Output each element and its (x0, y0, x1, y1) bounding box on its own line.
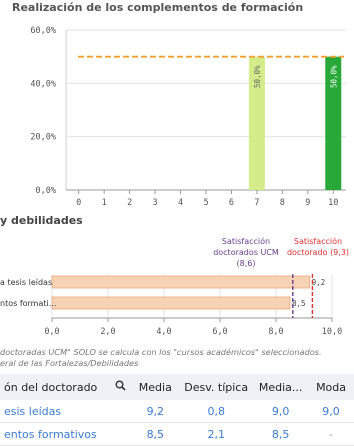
reference-label: Satisfacción (222, 236, 270, 246)
category-label: a tesis leídas (0, 278, 52, 287)
bar-data-label: 50,0% (329, 65, 338, 88)
x-tick-label: 0 (76, 198, 81, 208)
x-tick-label: 7 (254, 198, 259, 208)
table-row[interactable]: esis leídas 9,2 0,8 9,0 9,0 (0, 400, 354, 423)
x-tick-label: 2,0 (100, 327, 115, 337)
x-tick-label: 9 (305, 198, 310, 208)
table-row[interactable]: entos formativos 8,5 2,1 8,5 - (0, 422, 354, 446)
column-search-button[interactable] (109, 374, 132, 400)
x-tick-label: 6 (229, 198, 234, 208)
bar-data-label: 50,0% (253, 65, 262, 88)
y-tick-label: 20,0% (30, 133, 56, 143)
x-tick-label: 3 (153, 198, 158, 208)
cell-moda: 9,0 (308, 400, 354, 423)
x-tick-label: 4,0 (156, 327, 171, 337)
col-header-name[interactable]: ón del doctorado (0, 374, 110, 400)
cell-desv: 0,8 (179, 400, 254, 423)
table-header-row: ón del doctorado Media Desv. típica Medi… (0, 374, 354, 400)
cell-media2: 8,5 (253, 422, 309, 446)
reference-label: Satisfacción (294, 236, 342, 246)
strengths-chart: a tesis leídas 9,2 ntos formati... 8,5 Sati… (0, 236, 349, 337)
y-tick-label: 0,0% (36, 186, 56, 196)
note: doctoradas UCM" SOLO se calcula con los … (0, 347, 322, 369)
cell-media: 9,2 (131, 400, 180, 423)
bar (248, 56, 265, 190)
x-tick-label: 1 (102, 198, 107, 208)
cell-desv: 2,1 (179, 422, 254, 446)
cell-media2: 9,0 (253, 400, 309, 423)
x-tick-label: 8,0 (268, 327, 283, 337)
x-tick-label: 5 (203, 198, 208, 208)
category-label: ntos formati... (0, 299, 56, 308)
col-header-desv[interactable]: Desv. típica (179, 374, 254, 400)
cell-media: 8,5 (131, 422, 180, 446)
bar (325, 56, 342, 190)
completion-chart: 60,0% 40,0% 20,0% 0,0% 50,0% 50,0% 0 1 2 3 4 5 6 7 8… (30, 26, 346, 208)
x-tick-label: 4 (178, 198, 183, 208)
row-name[interactable]: entos formativos (0, 422, 132, 446)
reference-label: doctorado (9,3) (287, 248, 349, 257)
bar-value-label: 8,5 (292, 299, 306, 308)
y-tick-label: 40,0% (30, 79, 56, 89)
x-tick-label: 6,0 (212, 327, 227, 337)
x-tick-label: 8 (280, 198, 285, 208)
x-tick-label: 10,0 (322, 327, 342, 337)
col-header-media[interactable]: Media (131, 374, 180, 400)
chart1-title: Realización de los complementos de forma… (12, 1, 304, 14)
x-tick-label: 10 (328, 198, 338, 208)
bar-value-label: 9,2 (312, 278, 326, 287)
reference-label: (8,6) (237, 259, 256, 268)
col-header-media2[interactable]: Media... (253, 374, 309, 400)
col-header-moda[interactable]: Moda (308, 374, 354, 400)
note-line-2: eral de las Fortalezas/Debilidades (0, 358, 139, 368)
reference-label: doctorados UCM (213, 248, 279, 257)
row-name[interactable]: esis leídas (0, 400, 132, 423)
cell-moda: - (308, 422, 354, 446)
note-line-1: doctoradas UCM" SOLO se calcula con los … (0, 347, 322, 357)
x-tick-label: 0,0 (44, 327, 59, 337)
x-tick-label: 2 (127, 198, 132, 208)
chart2-title: y debilidades (0, 214, 83, 227)
hbar (51, 296, 291, 310)
search-icon (115, 380, 126, 391)
stats-table: ón del doctorado Media Desv. típica Medi… (0, 374, 354, 446)
y-tick-label: 60,0% (30, 26, 56, 36)
hbar (51, 275, 311, 289)
